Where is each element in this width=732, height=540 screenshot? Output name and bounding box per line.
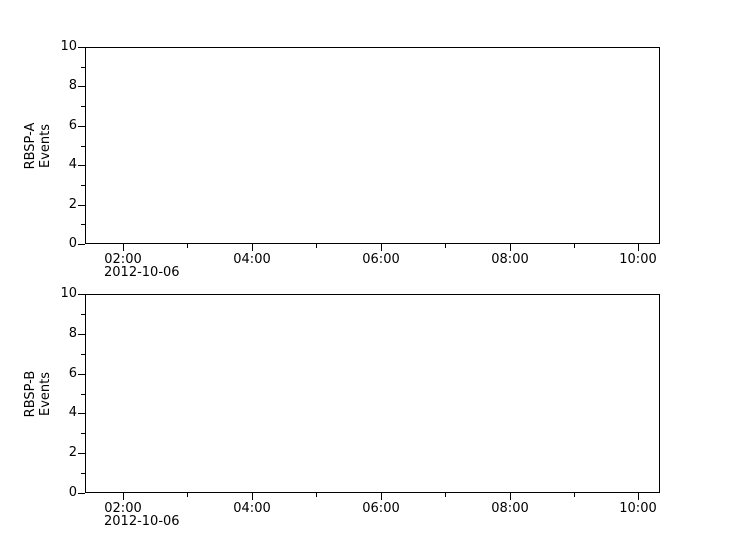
y-tick-label: 8: [68, 326, 77, 341]
x-major-tick: [123, 244, 124, 251]
y-major-tick: [78, 244, 85, 245]
x-tick-label: 08:00: [491, 252, 529, 267]
x-major-tick: [123, 493, 124, 500]
y-tick-label: 4: [68, 405, 77, 420]
x-minor-tick: [187, 244, 188, 248]
y-major-tick: [78, 374, 85, 375]
x-minor-tick: [316, 244, 317, 248]
y-major-tick: [78, 493, 85, 494]
date-label: 2012-10-06: [104, 514, 180, 529]
x-tick-label: 04:00: [233, 252, 271, 267]
x-minor-tick: [445, 244, 446, 248]
y-minor-tick: [81, 394, 85, 395]
y-tick-label: 4: [68, 157, 77, 172]
y-tick-label: 2: [68, 445, 77, 460]
y-tick-label: 2: [68, 197, 77, 212]
y-minor-tick: [81, 185, 85, 186]
x-major-tick: [638, 493, 639, 500]
y-axis-title-line1: RBSP-A: [23, 122, 38, 170]
y-major-tick: [78, 334, 85, 335]
y-minor-tick: [81, 433, 85, 434]
x-tick-label: 10:00: [619, 252, 657, 267]
y-tick-label: 10: [60, 39, 77, 54]
x-tick-label: 02:00: [104, 501, 142, 516]
y-axis-title-line1: RBSP-B: [23, 370, 38, 418]
x-tick-label: 06:00: [362, 252, 400, 267]
y-minor-tick: [81, 106, 85, 107]
x-tick-label: 04:00: [233, 501, 271, 516]
y-axis-title-rbsp-a: RBSP-A Events: [23, 123, 53, 170]
y-major-tick: [78, 126, 85, 127]
y-tick-label: 10: [60, 286, 77, 301]
y-axis-title-line2: Events: [38, 372, 53, 417]
plot-area-rbsp-a: [85, 47, 660, 244]
y-tick-label: 6: [68, 118, 77, 133]
y-tick-label: 0: [68, 236, 77, 251]
x-tick-label: 10:00: [619, 501, 657, 516]
x-tick-label: 08:00: [491, 501, 529, 516]
x-major-tick: [510, 244, 511, 251]
y-major-tick: [78, 294, 85, 295]
y-major-tick: [78, 413, 85, 414]
y-minor-tick: [81, 146, 85, 147]
y-minor-tick: [81, 473, 85, 474]
y-major-tick: [78, 165, 85, 166]
x-tick-label: 06:00: [362, 501, 400, 516]
x-major-tick: [381, 493, 382, 500]
x-major-tick: [510, 493, 511, 500]
date-label: 2012-10-06: [104, 265, 180, 280]
y-axis-title-line2: Events: [38, 123, 53, 169]
y-minor-tick: [81, 67, 85, 68]
y-minor-tick: [81, 354, 85, 355]
plot-area-rbsp-b: [85, 294, 660, 493]
y-minor-tick: [81, 224, 85, 225]
x-major-tick: [381, 244, 382, 251]
x-minor-tick: [187, 493, 188, 497]
x-major-tick: [638, 244, 639, 251]
x-major-tick: [252, 244, 253, 251]
y-major-tick: [78, 453, 85, 454]
x-minor-tick: [445, 493, 446, 497]
y-tick-label: 6: [68, 366, 77, 381]
x-minor-tick: [574, 244, 575, 248]
y-minor-tick: [81, 314, 85, 315]
x-minor-tick: [316, 493, 317, 497]
y-major-tick: [78, 47, 85, 48]
x-minor-tick: [574, 493, 575, 497]
y-major-tick: [78, 205, 85, 206]
x-major-tick: [252, 493, 253, 500]
y-major-tick: [78, 86, 85, 87]
x-tick-label: 02:00: [104, 252, 142, 267]
y-tick-label: 8: [68, 78, 77, 93]
y-axis-title-rbsp-b: RBSP-B Events: [23, 371, 53, 418]
y-tick-label: 0: [68, 485, 77, 500]
